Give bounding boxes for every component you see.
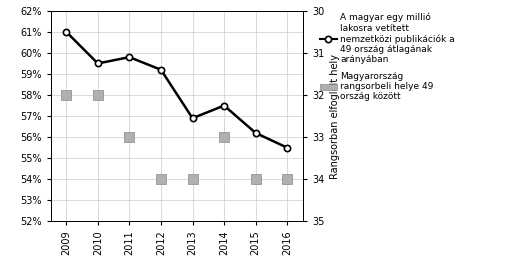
A magyar egy millió
lakosra vetített
nemzetközi publikációk a
49 ország átlagának
arányában [189, 117, 195, 120]
Magyarország
rangsorbeli helye 49
ország között [157, 177, 165, 181]
Magyarország
rangsorbeli helye 49
ország között [251, 177, 260, 181]
A magyar egy millió
lakosra vetített
nemzetközi publikációk a
49 ország átlagának
arányában [158, 68, 164, 71]
Legend: A magyar egy millió
lakosra vetített
nemzetközi publikációk a
49 ország átlagána: A magyar egy millió lakosra vetített nem… [318, 10, 458, 104]
Magyarország
rangsorbeli helye 49
ország között [94, 93, 102, 97]
Magyarország
rangsorbeli helye 49
ország között [62, 93, 70, 97]
Magyarország
rangsorbeli helye 49
ország között [283, 177, 291, 181]
Y-axis label: Rangsorban elfoglalt hely: Rangsorban elfoglalt hely [330, 54, 340, 178]
A magyar egy millió
lakosra vetített
nemzetközi publikációk a
49 ország átlagának
arányában [126, 56, 132, 59]
A magyar egy millió
lakosra vetített
nemzetközi publikációk a
49 ország átlagának
arányában [284, 146, 290, 149]
A magyar egy millió
lakosra vetített
nemzetközi publikációk a
49 ország átlagának
arányában [221, 104, 227, 107]
A magyar egy millió
lakosra vetített
nemzetközi publikációk a
49 ország átlagának
arányában [63, 30, 69, 33]
Magyarország
rangsorbeli helye 49
ország között [125, 135, 133, 139]
Magyarország
rangsorbeli helye 49
ország között [188, 177, 196, 181]
Magyarország
rangsorbeli helye 49
ország között [220, 135, 228, 139]
A magyar egy millió
lakosra vetített
nemzetközi publikációk a
49 ország átlagának
arányában [95, 62, 101, 65]
A magyar egy millió
lakosra vetített
nemzetközi publikációk a
49 ország átlagának
arányában [252, 131, 259, 134]
Line: A magyar egy millió
lakosra vetített
nemzetközi publikációk a
49 ország átlagának
arányában: A magyar egy millió lakosra vetített nem… [63, 29, 290, 151]
